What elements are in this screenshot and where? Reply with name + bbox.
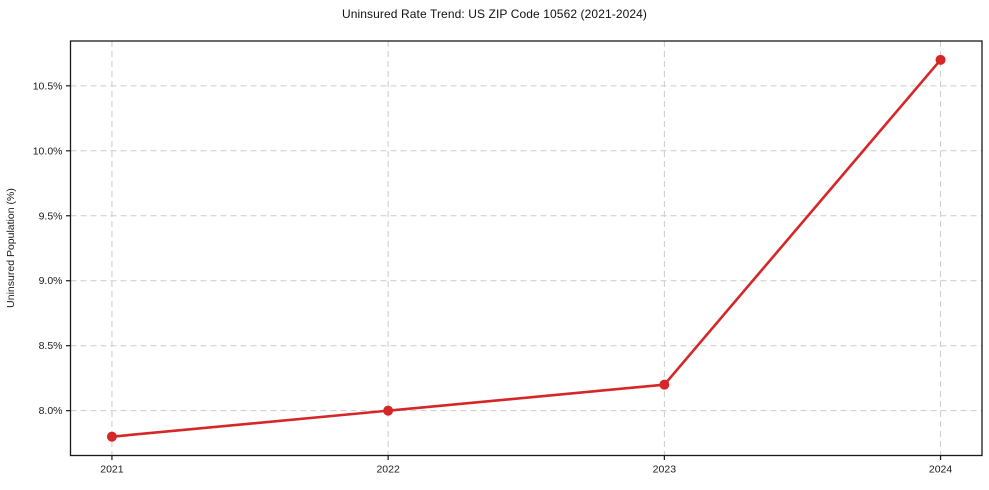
- y-tick-label: 8.0%: [39, 405, 63, 417]
- y-tick-label: 9.0%: [39, 275, 63, 287]
- x-tick-label: 2021: [100, 464, 124, 476]
- axis-tick-labels: 2021 2022 2023 2024 8.0% 8.5% 9.0% 9.5% 10.0% 10.…: [33, 80, 953, 475]
- y-tick-label: 9.5%: [39, 210, 63, 222]
- data-point-marker: [935, 54, 946, 65]
- y-tick-label: 10.0%: [33, 145, 63, 157]
- data-point-marker: [383, 405, 394, 416]
- x-tick-label: 2023: [653, 464, 677, 476]
- x-tick-label: 2024: [929, 464, 953, 476]
- chart-title: Uninsured Rate Trend: US ZIP Code 10562 …: [341, 7, 648, 21]
- trend-line: [110, 58, 942, 438]
- gridlines: [70, 41, 982, 456]
- data-point-marker: [106, 431, 117, 442]
- data-point-marker: [659, 379, 670, 390]
- y-tick-label: 8.5%: [39, 340, 63, 352]
- y-tick-label: 10.5%: [33, 80, 63, 92]
- data-series: [106, 54, 946, 442]
- x-tick-label: 2022: [376, 464, 400, 476]
- plot-border: [69, 40, 983, 457]
- axis-ticks: [66, 85, 942, 460]
- y-axis-label: Uninsured Population (%): [5, 188, 17, 308]
